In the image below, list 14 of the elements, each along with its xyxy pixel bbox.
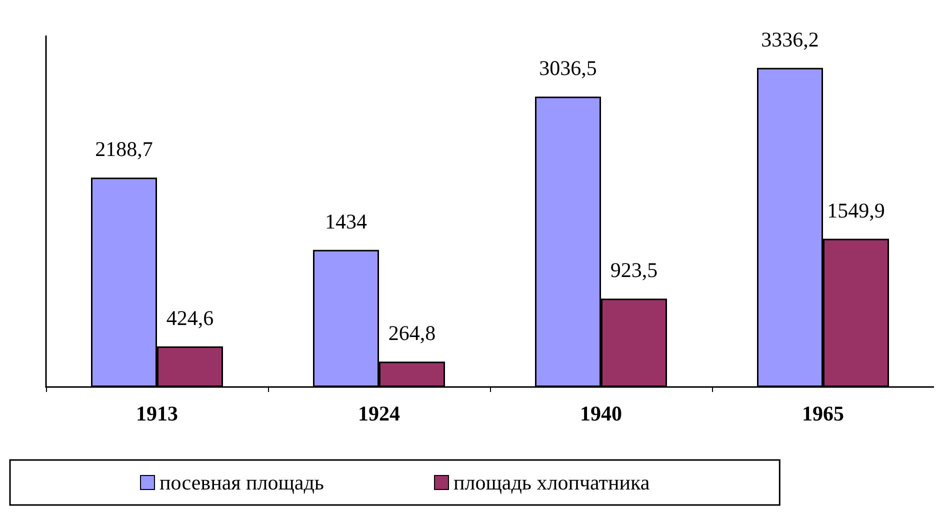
data-label: 1549,9 — [827, 198, 885, 222]
legend-label: площадь хлопчатника — [454, 470, 650, 494]
data-label: 1434 — [325, 209, 368, 234]
x-tick-label: 1965 — [802, 402, 844, 426]
legend-label: посевная площадь — [160, 470, 324, 494]
data-label: 2188,7 — [95, 137, 153, 162]
x-tick-label: 1940 — [580, 402, 622, 426]
data-label: 923,5 — [610, 258, 658, 282]
data-label: 3336,2 — [761, 27, 819, 52]
data-label: 424,6 — [166, 306, 214, 330]
data-label: 264,8 — [388, 321, 436, 346]
data-label: 3036,5 — [539, 56, 597, 80]
x-tick-label: 1913 — [136, 402, 178, 426]
x-tick-label: 1924 — [358, 402, 400, 426]
